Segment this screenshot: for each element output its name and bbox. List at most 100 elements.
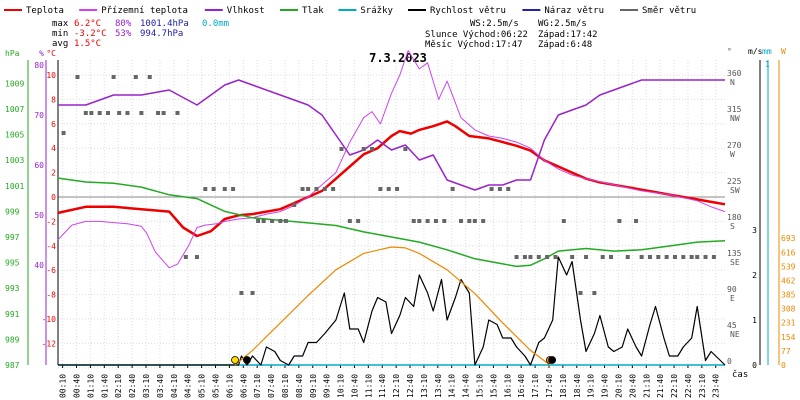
x-tick-label: 01:10 xyxy=(86,374,95,398)
wind-direction-point xyxy=(211,187,216,191)
wind-direction-point xyxy=(467,219,472,223)
direction-tick-name: SE xyxy=(730,258,740,267)
wind-direction-point xyxy=(339,147,344,151)
humidity-tick-label: 70 xyxy=(34,111,44,120)
direction-tick-label: 135 xyxy=(727,249,742,258)
wind-direction-point xyxy=(97,111,102,115)
wind-tick-label: 3 xyxy=(752,226,757,235)
wind-speed-info: WS:2.5m/s xyxy=(470,19,519,29)
chart-grid xyxy=(58,60,725,369)
pressure-tick-label: 997 xyxy=(5,233,20,242)
wind-direction-point xyxy=(411,219,416,223)
legend-label: Přízemní teplota xyxy=(101,6,188,16)
moon-info: Měsíc Východ:17:47 xyxy=(425,40,523,50)
direction-tick-label: 180 xyxy=(727,213,742,222)
solar-tick-label: 462 xyxy=(781,276,796,285)
direction-tick-name: SW xyxy=(730,186,740,195)
p-zemn-teplota-line xyxy=(57,50,726,269)
wind-direction-point xyxy=(584,255,589,259)
wind-direction-point xyxy=(231,187,236,191)
x-tick-label: 05:10 xyxy=(198,374,207,398)
wind-gust-info: WG:2.5m/s xyxy=(538,19,587,29)
x-tick-label: 21:10 xyxy=(642,374,651,398)
wind-direction-point xyxy=(536,255,541,259)
temperature-tick-label: -2 xyxy=(46,217,56,226)
wind-direction-point xyxy=(403,147,408,151)
humidity-axis-unit: % xyxy=(39,49,44,58)
wind-direction-point xyxy=(481,219,486,223)
x-tick-label: 03:10 xyxy=(142,374,151,398)
stats-max-rain: 0.0mm xyxy=(202,19,229,29)
x-tick-label: 03:40 xyxy=(156,374,165,398)
temperature-tick-label: 8 xyxy=(51,95,56,104)
x-tick-label: 18:40 xyxy=(573,374,582,398)
stats-block: max 6.2°C 80% 1001.4hPa 0.0mm min -3.2°C… xyxy=(52,19,229,49)
wind-direction-point xyxy=(639,255,644,259)
rain-tick-label: 1 xyxy=(765,60,770,69)
wind-direction-point xyxy=(161,111,166,115)
wind-direction-point xyxy=(175,111,180,115)
chart-axes: 00:10 00:40 01:10 01:40 02:10 02:40 03:10 03:40… xyxy=(5,47,796,398)
wind-direction-point xyxy=(378,187,383,191)
x-tick-label: 15:10 xyxy=(476,374,485,398)
x-tick-label: 20:10 xyxy=(614,374,623,398)
solar-tick-label: 308 xyxy=(781,305,796,314)
wind-direction-point xyxy=(578,291,583,295)
humidity-tick-label: 50 xyxy=(34,211,44,220)
direction-tick-label: 270 xyxy=(727,141,742,150)
moon-set-info: Západ:6:48 xyxy=(538,40,592,50)
x-tick-label: 18:10 xyxy=(559,374,568,398)
wind-direction-point xyxy=(283,219,288,223)
solar-tick-label: 616 xyxy=(781,248,796,257)
pressure-tick-label: 1003 xyxy=(5,156,24,165)
wind-direction-point xyxy=(450,187,455,191)
wind-direction-point xyxy=(545,255,550,259)
solar-axis-unit: W xyxy=(781,47,786,56)
stats-avg-temp: 1.5°C xyxy=(74,39,101,49)
wind-direction-point xyxy=(261,219,266,223)
x-tick-label: 15:40 xyxy=(489,374,498,398)
x-tick-label: 06:40 xyxy=(239,374,248,398)
wind-direction-point xyxy=(183,255,188,259)
sun-info: Slunce Východ:06:22 xyxy=(425,30,528,40)
slune-n-z-en--line xyxy=(234,246,551,366)
legend-label: Náraz větru xyxy=(544,6,604,16)
x-tick-label: 02:40 xyxy=(128,374,137,398)
vlhkost-line xyxy=(58,79,725,191)
wind-direction-point xyxy=(506,187,511,191)
wind-direction-point xyxy=(203,187,208,191)
pressure-tick-label: 1007 xyxy=(5,105,24,114)
wind-axis-unit: m/s xyxy=(748,47,763,56)
wind-direction-point xyxy=(361,147,366,151)
wind-direction-point xyxy=(425,219,430,223)
x-tick-label: 23:10 xyxy=(698,374,707,398)
x-tick-label: 11:10 xyxy=(364,374,373,398)
wind-direction-point xyxy=(347,219,352,223)
x-tick-label: 10:40 xyxy=(350,374,359,398)
rychlost-v-tru-line xyxy=(58,256,726,366)
x-tick-label: 17:10 xyxy=(531,374,540,398)
pressure-tick-label: 987 xyxy=(5,361,20,370)
moonset-marker xyxy=(243,356,251,364)
wind-direction-point xyxy=(514,255,519,259)
solar-tick-label: 539 xyxy=(781,262,796,271)
sun-set-info: Západ:17:42 xyxy=(538,30,598,40)
tlak-line xyxy=(57,177,726,268)
sunrise-marker xyxy=(231,356,239,364)
x-tick-label: 12:10 xyxy=(392,374,401,398)
humidity-tick-label: 60 xyxy=(34,161,44,170)
x-tick-label: 07:40 xyxy=(267,374,276,398)
wind-direction-point xyxy=(106,111,111,115)
wind-direction-point xyxy=(695,255,700,259)
chart-legend: Teplota Přízemní teplota Vlhkost Tlak Srážky… xyxy=(4,6,696,16)
temperature-tick-label: -12 xyxy=(42,339,57,348)
x-tick-label: 22:40 xyxy=(684,374,693,398)
solar-tick-label: 154 xyxy=(781,333,796,342)
pressure-tick-label: 1009 xyxy=(5,79,24,88)
wind-direction-point xyxy=(433,219,438,223)
wind-direction-point xyxy=(222,187,227,191)
temperature-axis-unit: °C xyxy=(46,49,56,58)
wind-direction-point xyxy=(269,219,274,223)
wind-direction-point xyxy=(156,111,161,115)
pressure-tick-label: 993 xyxy=(5,284,20,293)
